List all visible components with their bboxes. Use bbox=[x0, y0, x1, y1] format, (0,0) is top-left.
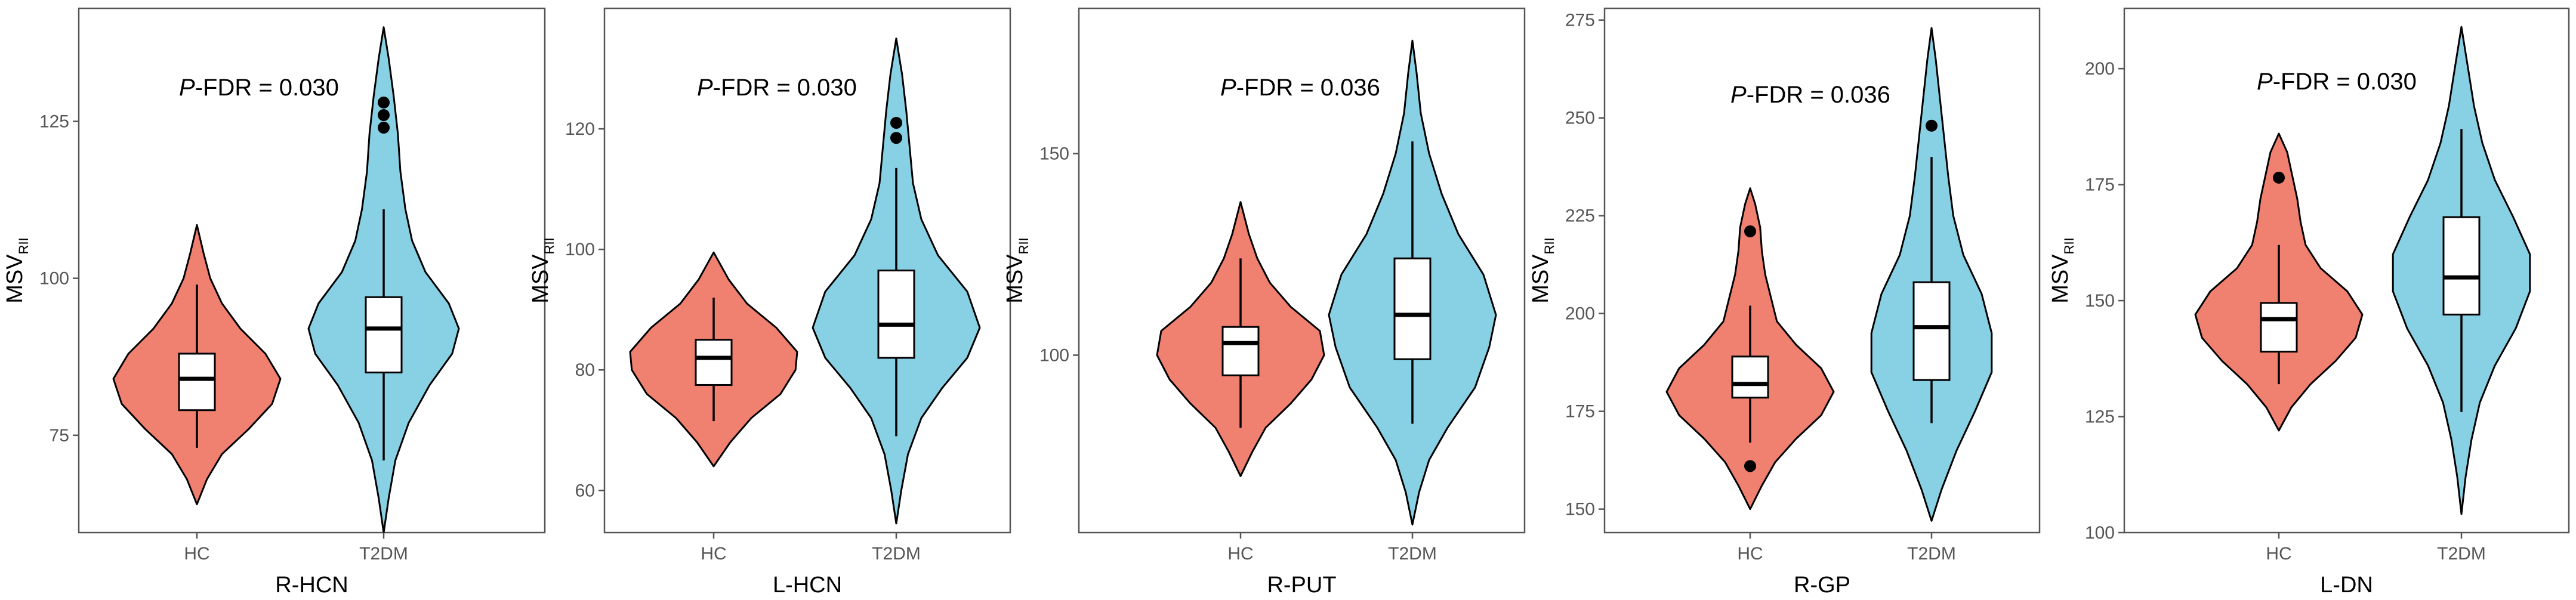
y-tick-label: 80 bbox=[575, 360, 595, 380]
y-axis-label-sub: RII bbox=[542, 237, 557, 254]
p-fdr-p: P bbox=[179, 75, 195, 101]
y-tick-label: 100 bbox=[39, 269, 69, 289]
y-tick-label: 175 bbox=[2085, 175, 2115, 195]
outlier-point bbox=[2273, 171, 2285, 184]
p-fdr-p: P bbox=[697, 75, 713, 101]
x-axis-label: R-GP bbox=[1794, 573, 1850, 598]
box-t2dm bbox=[2442, 216, 2481, 316]
outlier-point bbox=[1744, 225, 1756, 237]
x-tick-label-t2dm: T2DM bbox=[872, 544, 921, 564]
plot-frame bbox=[2123, 7, 2570, 534]
y-axis-label-sub: RII bbox=[2062, 237, 2077, 254]
x-axis-label: R-PUT bbox=[1267, 573, 1336, 598]
y-axis-label: MSVRII bbox=[2, 237, 31, 303]
x-tick-label-t2dm: T2DM bbox=[359, 544, 408, 564]
outlier-point bbox=[378, 122, 390, 134]
y-tick-label: 275 bbox=[1565, 11, 1595, 30]
x-tick-label-t2dm: T2DM bbox=[2437, 544, 2486, 564]
y-tick-label: 150 bbox=[1565, 500, 1595, 519]
y-tick-label: 60 bbox=[575, 481, 595, 500]
p-fdr-annotation: P-FDR = 0.030 bbox=[697, 75, 857, 101]
p-fdr-value: -FDR = 0.030 bbox=[713, 75, 857, 101]
x-tick-label-hc: HC bbox=[2266, 544, 2291, 564]
outlier-point bbox=[890, 132, 902, 144]
chart-panel-2: 60 80 100 120 MSVRII P-FDR = 0.030 HC T2DM L-HCN bbox=[528, 7, 1011, 598]
p-fdr-p: P bbox=[1730, 82, 1747, 108]
y-tick-label: 250 bbox=[1565, 109, 1595, 128]
y-tick-label: 225 bbox=[1565, 206, 1595, 226]
y-tick-label: 200 bbox=[1565, 304, 1595, 324]
plot-frame bbox=[1078, 7, 1526, 534]
y-tick-label: 175 bbox=[1565, 402, 1595, 422]
y-axis-label-main: MSV bbox=[1528, 254, 1553, 304]
y-axis-label-sub: RII bbox=[16, 237, 31, 254]
outlier-point bbox=[1744, 460, 1756, 472]
y-tick-label: 200 bbox=[2085, 59, 2115, 79]
box-hc bbox=[1731, 355, 1769, 399]
y-axis-label: MSVRII bbox=[1528, 237, 1557, 303]
x-axis-label: R-HCN bbox=[275, 573, 348, 598]
chart-panel-3: 100 150 MSVRII P-FDR = 0.036 HC T2DM R-PUT bbox=[1002, 7, 1526, 598]
y-axis-label-sub: RII bbox=[1542, 237, 1557, 254]
y-axis-label: MSVRII bbox=[2048, 237, 2077, 303]
y-axis-label-main: MSV bbox=[2, 254, 27, 304]
p-fdr-annotation: P-FDR = 0.030 bbox=[2257, 69, 2417, 95]
p-fdr-annotation: P-FDR = 0.030 bbox=[179, 75, 339, 101]
y-axis-label-sub: RII bbox=[1016, 237, 1031, 254]
p-fdr-value: -FDR = 0.036 bbox=[1747, 82, 1890, 108]
x-axis-label: L-DN bbox=[2320, 573, 2373, 598]
x-tick-label-t2dm: T2DM bbox=[1907, 544, 1956, 564]
y-tick-label: 125 bbox=[39, 112, 69, 131]
y-tick-label: 100 bbox=[1039, 345, 1069, 365]
chart-panel-5: 100 125 150 175 200 MSVRII P-FDR = 0.030 HC T2DM… bbox=[2048, 7, 2570, 598]
y-tick-label: 75 bbox=[50, 426, 69, 446]
chart-panel-4: 150 175 200 225 250 275 MSVRII P-FDR = 0.036 HC T… bbox=[1528, 7, 2041, 598]
x-tick-label-hc: HC bbox=[1737, 544, 1763, 564]
p-fdr-value: -FDR = 0.030 bbox=[2273, 69, 2417, 95]
box-hc bbox=[178, 352, 216, 412]
y-tick-label: 100 bbox=[565, 240, 595, 259]
box-hc bbox=[1221, 326, 1260, 376]
x-tick-label-hc: HC bbox=[1227, 544, 1253, 564]
y-tick-label: 120 bbox=[565, 119, 595, 139]
y-tick-label: 150 bbox=[2085, 291, 2115, 311]
box-hc bbox=[695, 339, 733, 386]
x-tick-label-hc: HC bbox=[184, 544, 209, 564]
box-hc bbox=[2260, 302, 2298, 353]
y-tick-label: 150 bbox=[1039, 144, 1069, 163]
outlier-point bbox=[1926, 119, 1938, 132]
box-t2dm bbox=[877, 270, 915, 359]
y-tick-label: 100 bbox=[2085, 523, 2115, 543]
p-fdr-value: -FDR = 0.030 bbox=[195, 75, 339, 101]
box-t2dm bbox=[1393, 257, 1432, 360]
p-fdr-value: -FDR = 0.036 bbox=[1236, 75, 1380, 101]
p-fdr-p: P bbox=[2257, 69, 2273, 95]
outlier-point bbox=[890, 116, 902, 129]
box-t2dm bbox=[1912, 281, 1951, 381]
outlier-point bbox=[378, 96, 390, 109]
x-axis-label: L-HCN bbox=[773, 573, 842, 598]
chart-panel-1: 75 100 125 MSVRII P-FDR = 0.030 HC T2DM R-HCN bbox=[2, 7, 546, 598]
box-t2dm bbox=[365, 296, 403, 374]
outlier-point bbox=[378, 109, 390, 121]
plot-frame bbox=[603, 7, 1011, 534]
y-axis-label: MSVRII bbox=[528, 237, 557, 303]
p-fdr-p: P bbox=[1220, 75, 1236, 101]
p-fdr-annotation: P-FDR = 0.036 bbox=[1730, 82, 1890, 108]
y-tick-label: 125 bbox=[2085, 407, 2115, 427]
x-tick-label-hc: HC bbox=[701, 544, 726, 564]
y-axis-label-main: MSV bbox=[528, 254, 553, 304]
x-tick-label-t2dm: T2DM bbox=[1388, 544, 1437, 564]
plot-frame bbox=[78, 7, 546, 534]
y-axis-label-main: MSV bbox=[1002, 254, 1028, 304]
y-axis-label: MSVRII bbox=[1002, 237, 1031, 303]
plot-frame bbox=[1603, 7, 2041, 534]
p-fdr-annotation: P-FDR = 0.036 bbox=[1220, 75, 1380, 101]
y-axis-label-main: MSV bbox=[2048, 254, 2073, 304]
